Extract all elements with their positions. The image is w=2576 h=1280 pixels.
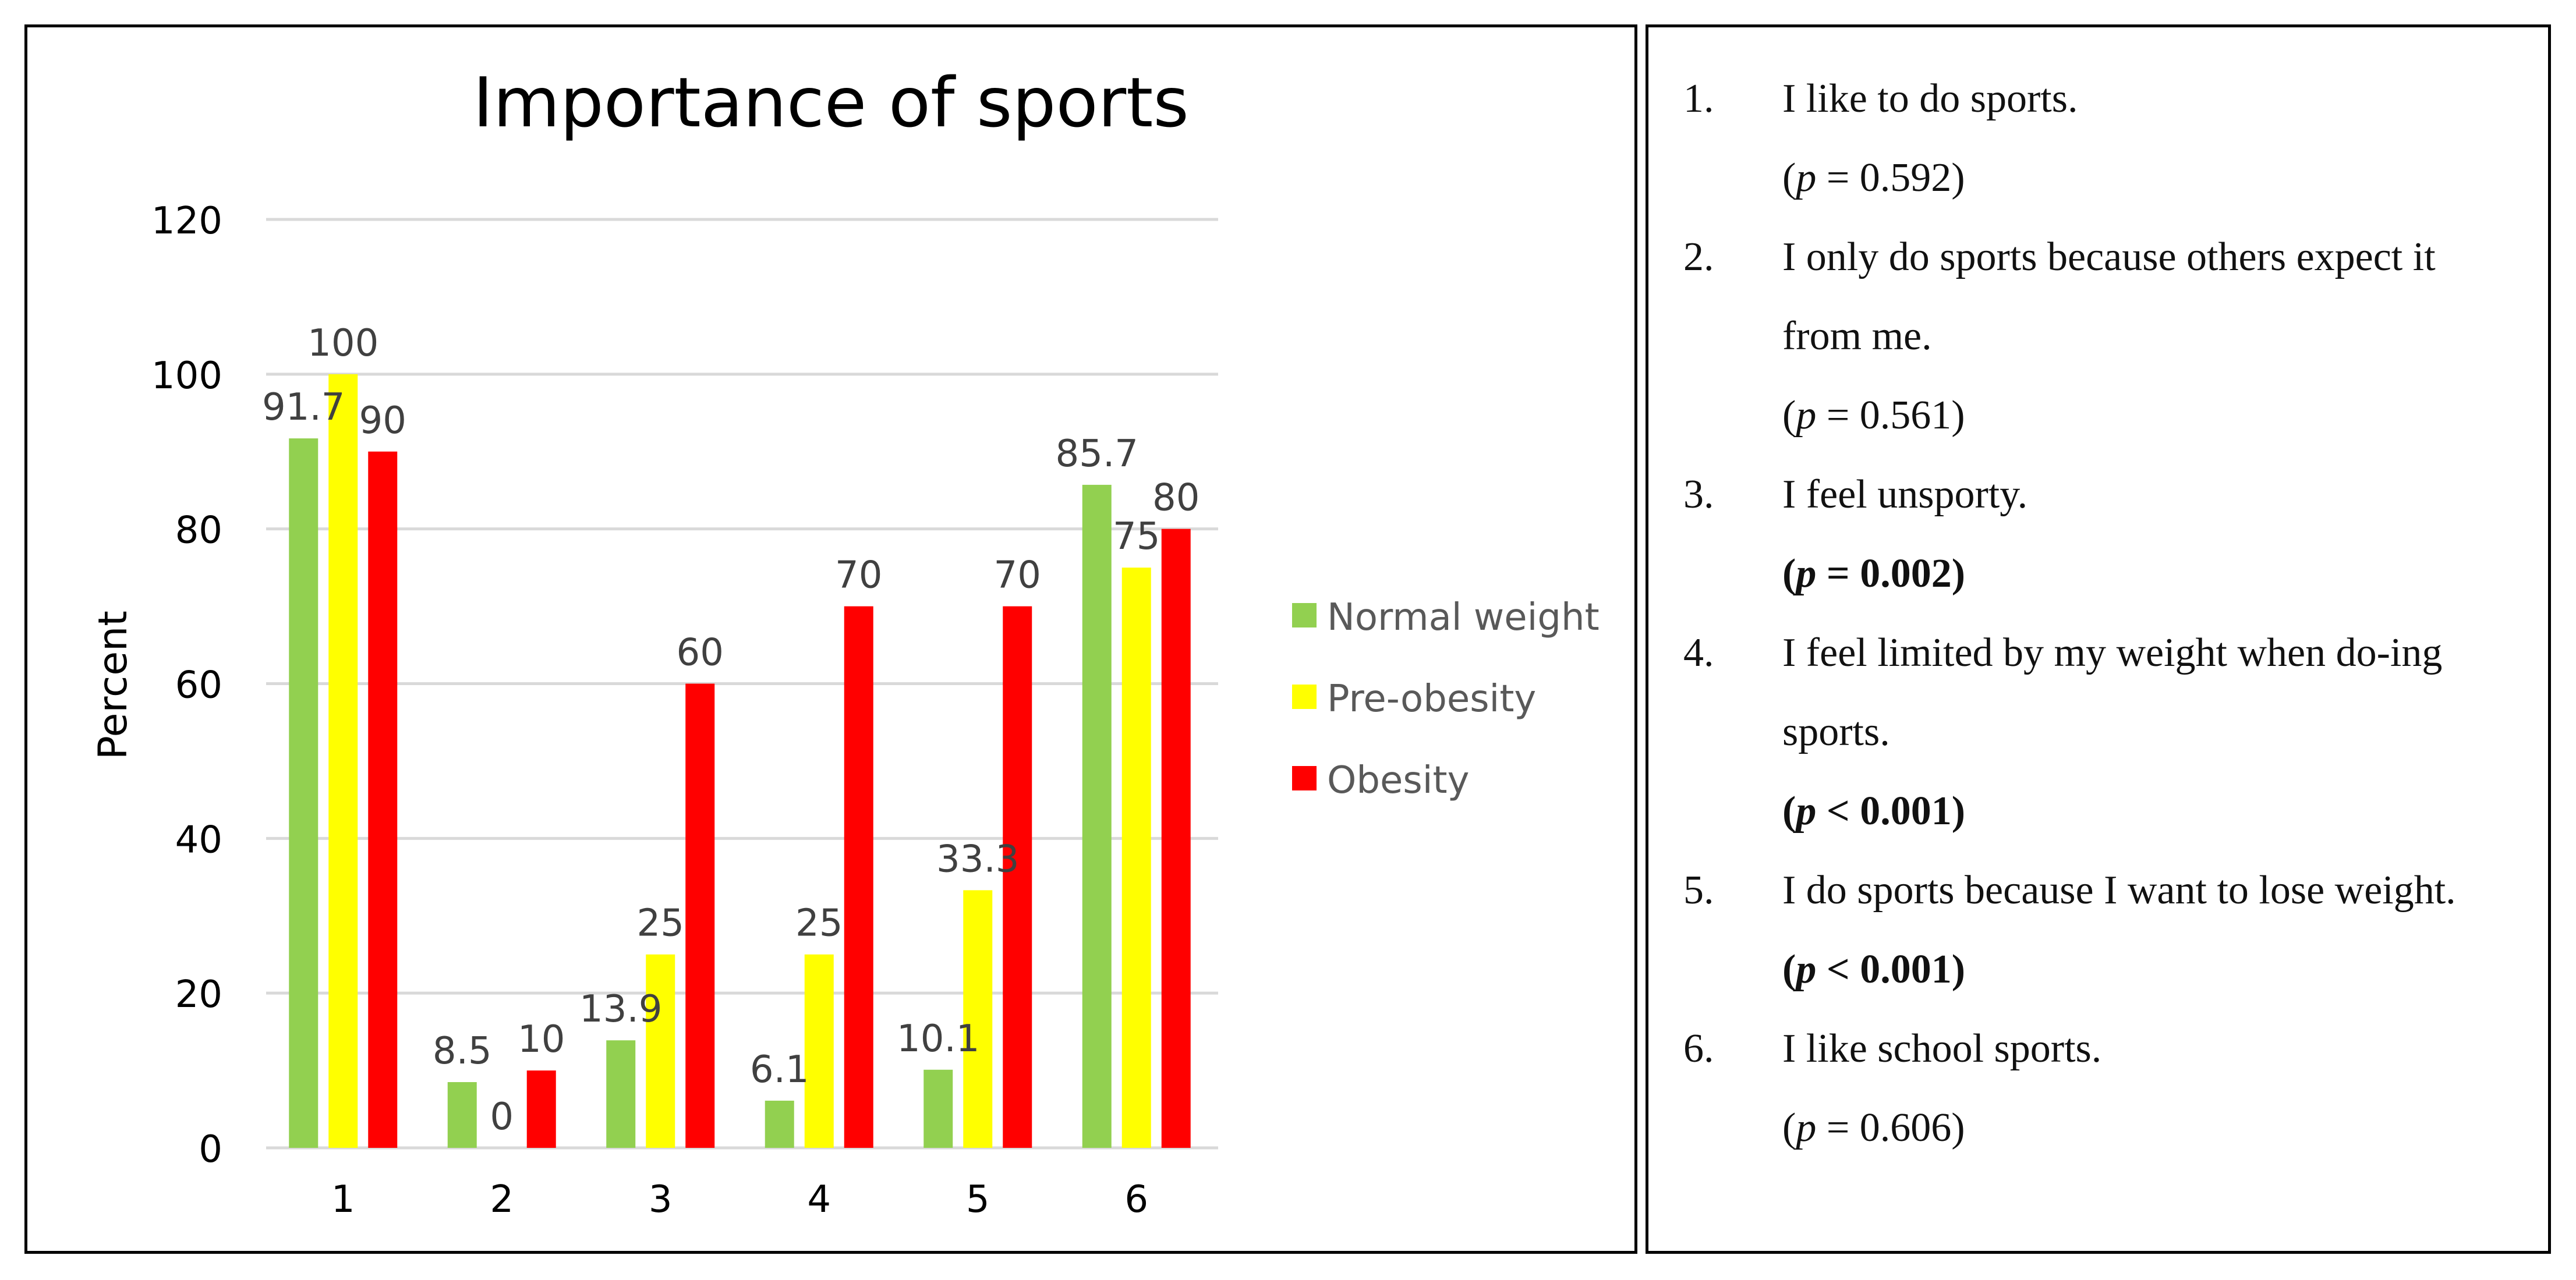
data-label: 25 — [795, 902, 843, 945]
legend-swatch — [1292, 766, 1317, 790]
bar-chart: Importance of sports Percent 02040608010… — [90, 62, 1600, 1221]
item-number: 6. — [1683, 1026, 1714, 1071]
bar-obesity-5 — [1003, 606, 1032, 1148]
y-tick-label: 120 — [151, 200, 222, 243]
bar-pre-obesity-4 — [804, 954, 834, 1148]
y-axis-label: Percent — [90, 611, 136, 760]
item-number: 1. — [1683, 76, 1714, 121]
x-tick-label: 5 — [966, 1178, 990, 1221]
x-tick-label: 3 — [649, 1178, 673, 1221]
bar-obesity-1 — [368, 451, 398, 1148]
list-item: 1. I like to do sports. (p = 0.592) — [1683, 59, 2548, 218]
data-label: 90 — [359, 399, 406, 442]
y-tick-label: 40 — [175, 818, 222, 861]
chart-title: Importance of sports — [473, 62, 1189, 143]
list-item: 4. I feel limited by my weight when do-in… — [1683, 614, 2548, 851]
p-value: (p < 0.001) — [1782, 947, 1966, 992]
data-label: 25 — [637, 902, 684, 945]
list-item: 3. I feel unsporty. (p = 0.002) — [1683, 455, 2548, 614]
legend-label: Pre-obesity — [1327, 678, 1536, 721]
y-tick-label: 100 — [151, 354, 222, 398]
legend-swatch — [1292, 603, 1317, 627]
x-tick-label: 1 — [331, 1178, 355, 1221]
x-tick-label: 4 — [807, 1178, 831, 1221]
data-label: 70 — [994, 554, 1041, 597]
p-value: (p = 0.561) — [1782, 393, 1965, 438]
bar-normal-weight-1 — [289, 438, 319, 1148]
legend-swatch — [1292, 685, 1317, 709]
data-label: 100 — [307, 322, 378, 365]
bar-obesity-4 — [844, 606, 873, 1148]
list-item: 2. I only do sports because others expect… — [1683, 218, 2548, 455]
p-value: (p = 0.606) — [1782, 1105, 1965, 1150]
data-label: 6.1 — [750, 1048, 809, 1091]
item-statement: I feel unsporty. — [1782, 472, 2028, 517]
item-statement: I like to do sports. — [1782, 76, 2078, 121]
bar-pre-obesity-1 — [328, 374, 358, 1148]
item-number: 2. — [1683, 235, 1714, 279]
bar-obesity-6 — [1161, 529, 1191, 1148]
data-label: 33.3 — [936, 838, 1020, 881]
y-tick-label: 60 — [175, 664, 222, 707]
item-statement: I like school sports. — [1782, 1026, 2102, 1071]
legend-label: Normal weight — [1327, 596, 1600, 639]
data-label: 80 — [1152, 477, 1199, 520]
data-label: 60 — [677, 632, 724, 675]
x-tick-label: 2 — [490, 1178, 514, 1221]
item-statement: I feel limited by my weight when do-ing … — [1782, 630, 2443, 754]
item-number: 4. — [1683, 630, 1714, 675]
y-tick-label: 0 — [199, 1128, 222, 1171]
bar-normal-weight-4 — [765, 1100, 794, 1148]
list-item: 6. I like school sports. (p = 0.606) — [1683, 1009, 2548, 1168]
p-value: (p < 0.001) — [1782, 789, 1966, 834]
bar-pre-obesity-5 — [963, 890, 993, 1148]
bar-normal-weight-3 — [606, 1040, 636, 1148]
item-list-panel: 1. I like to do sports. (p = 0.592) 2. I onl… — [1646, 24, 2551, 1254]
item-list: 1. I like to do sports. (p = 0.592) 2. I onl… — [1648, 59, 2548, 1168]
list-item: 5. I do sports because I want to lose wei… — [1683, 851, 2548, 1009]
p-value: (p = 0.002) — [1782, 551, 1966, 596]
bar-pre-obesity-3 — [646, 954, 675, 1148]
bar-pre-obesity-6 — [1121, 568, 1151, 1148]
bar-obesity-3 — [685, 683, 715, 1148]
data-label: 10.1 — [897, 1017, 980, 1061]
data-label: 75 — [1113, 515, 1160, 558]
y-tick-label: 80 — [175, 509, 222, 552]
legend-label: Obesity — [1327, 759, 1469, 802]
item-statement: I do sports because I want to lose weigh… — [1782, 868, 2456, 913]
item-statement: I only do sports because others expect i… — [1782, 235, 2436, 359]
data-label: 91.7 — [262, 386, 345, 429]
bar-normal-weight-5 — [923, 1069, 953, 1148]
data-label: 0 — [490, 1095, 514, 1139]
data-label: 70 — [835, 554, 882, 597]
x-tick-label: 6 — [1124, 1178, 1148, 1221]
data-label: 8.5 — [433, 1030, 492, 1073]
item-number: 5. — [1683, 868, 1714, 913]
bar-normal-weight-2 — [447, 1082, 477, 1148]
item-number: 3. — [1683, 472, 1714, 517]
data-label: 85.7 — [1056, 432, 1139, 476]
bar-normal-weight-6 — [1082, 484, 1112, 1148]
p-value: (p = 0.592) — [1782, 155, 1965, 200]
data-label: 13.9 — [579, 988, 663, 1031]
bar-obesity-2 — [526, 1070, 556, 1148]
chart-panel: Importance of sports Percent 0 20 40 60 80 10… — [24, 24, 1637, 1254]
data-label: 10 — [518, 1018, 565, 1061]
y-tick-label: 20 — [175, 973, 222, 1016]
